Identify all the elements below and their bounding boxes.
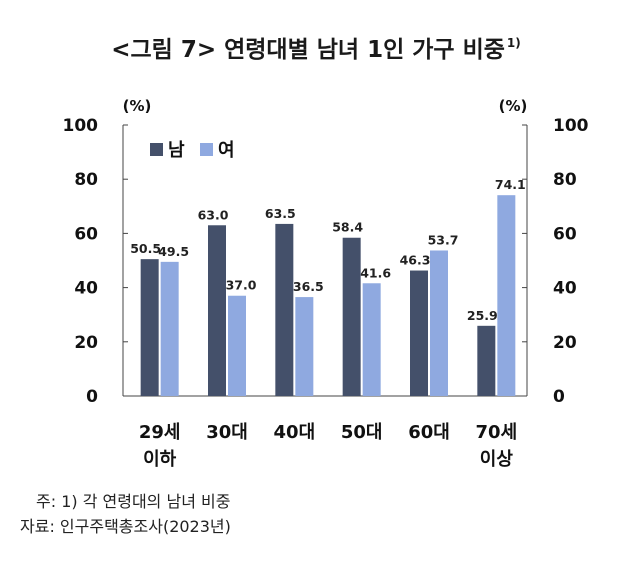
data-label: 36.5 <box>293 279 324 294</box>
bar-female <box>160 261 179 396</box>
category-label: 이상 <box>480 449 514 470</box>
bar-male <box>140 259 159 396</box>
bar-male <box>477 325 496 396</box>
data-label: 49.5 <box>158 244 189 259</box>
y-tick-label-left: 40 <box>74 279 98 299</box>
y-unit-right: (%) <box>499 97 528 115</box>
category-label: 40대 <box>274 422 316 443</box>
category-label: 이하 <box>143 449 177 470</box>
legend-label-male: 남 <box>168 140 185 161</box>
data-label: 63.0 <box>198 207 229 222</box>
bar-female <box>430 250 448 396</box>
bar-male <box>275 223 294 396</box>
bar-male <box>342 237 361 396</box>
plot-area: 0 0 20 20 40 40 60 60 80 80 100 100 (%) (%) 50.5 63.0 63… <box>63 97 589 470</box>
legend-swatch-female <box>200 143 213 156</box>
y-tick-label-left: 60 <box>74 224 98 244</box>
y-tick-label-right: 20 <box>553 333 577 353</box>
footnote-note: 주: 1) 각 연령대의 남녀 비중 <box>36 492 231 511</box>
data-label: 63.5 <box>265 206 296 221</box>
category-label: 29세 <box>139 422 181 443</box>
y-tick-label-left: 20 <box>74 333 98 353</box>
y-tick-label-right: 80 <box>553 170 577 190</box>
bar-female <box>497 195 516 396</box>
data-label: 50.5 <box>130 241 161 256</box>
data-label: 37.0 <box>226 278 257 293</box>
y-unit-left: (%) <box>123 97 152 115</box>
data-label: 74.1 <box>495 177 526 192</box>
y-tick-label-left: 80 <box>74 170 98 190</box>
chart-title-main: <그림 7> 연령대별 남녀 1인 가구 비중 <box>111 37 505 63</box>
y-tick-label-right: 100 <box>553 116 589 136</box>
legend-label-female: 여 <box>218 140 235 161</box>
footnote-source: 자료: 인구주택총조사(2023년) <box>20 517 231 536</box>
category-label: 30대 <box>206 422 248 443</box>
data-label: 25.9 <box>467 308 498 323</box>
data-label: 58.4 <box>332 220 363 235</box>
chart-title: <그림 7> 연령대별 남녀 1인 가구 비중 1) <box>111 36 521 63</box>
y-tick-label-right: 60 <box>553 224 577 244</box>
bar-male <box>410 270 428 396</box>
category-label: 70세 <box>476 422 518 443</box>
data-label: 53.7 <box>428 232 459 247</box>
data-label: 41.6 <box>360 265 391 280</box>
bar-female <box>295 297 314 396</box>
y-tick-label-left: 100 <box>63 116 99 136</box>
y-tick-label-right: 0 <box>553 387 565 407</box>
chart-title-superscript: 1) <box>507 36 521 50</box>
bar-female <box>362 283 381 396</box>
y-tick-label-left: 0 <box>86 387 98 407</box>
category-label: 60대 <box>408 422 450 443</box>
category-label: 50대 <box>341 422 383 443</box>
data-label: 46.3 <box>400 253 431 268</box>
bar-male <box>208 225 226 396</box>
bar-female <box>228 295 246 396</box>
y-tick-label-right: 40 <box>553 279 577 299</box>
legend-swatch-male <box>150 143 163 156</box>
